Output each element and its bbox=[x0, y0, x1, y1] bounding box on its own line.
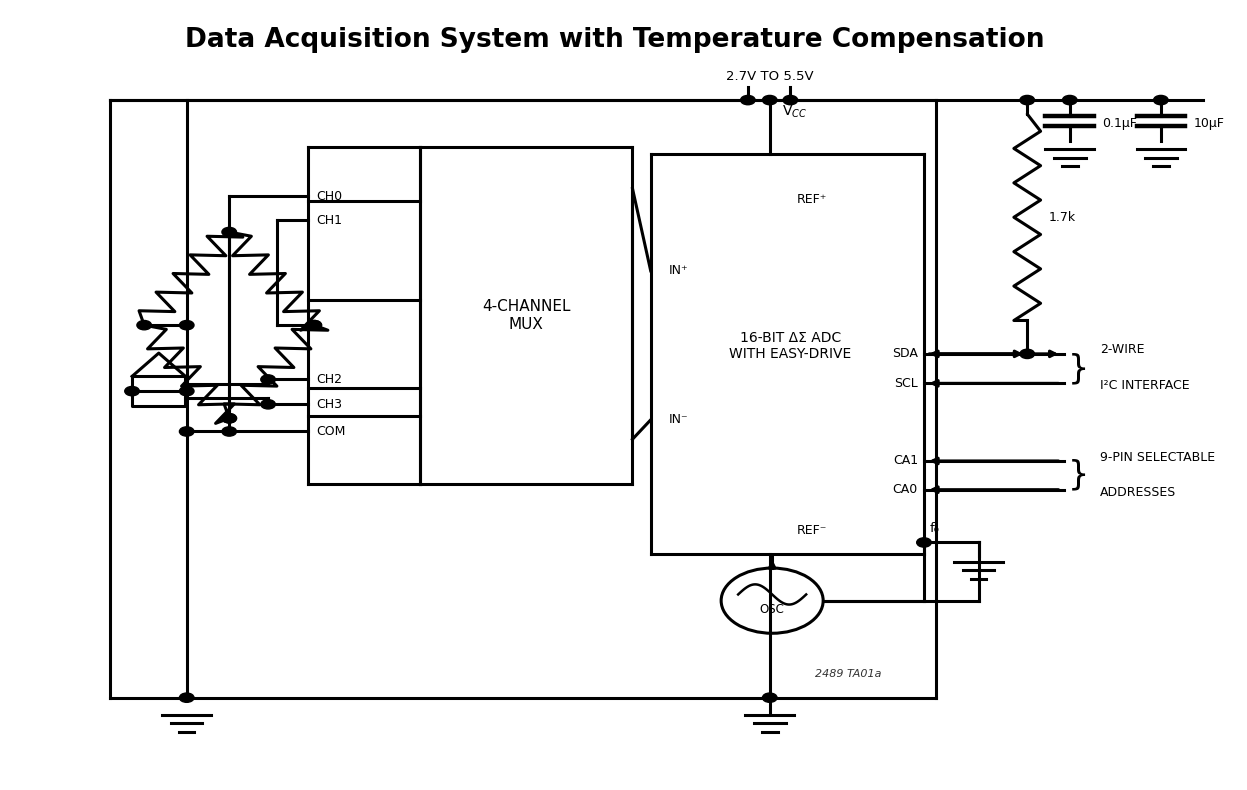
Circle shape bbox=[762, 693, 777, 702]
Text: f₀: f₀ bbox=[930, 522, 940, 535]
Circle shape bbox=[917, 538, 932, 547]
Circle shape bbox=[1153, 96, 1168, 105]
Text: SCL: SCL bbox=[894, 377, 918, 389]
Text: CH0: CH0 bbox=[317, 190, 343, 203]
Text: IN⁺: IN⁺ bbox=[668, 265, 688, 277]
Text: }: } bbox=[1067, 352, 1089, 385]
Circle shape bbox=[762, 96, 777, 105]
Text: CH2: CH2 bbox=[317, 373, 343, 386]
Text: ADDRESSES: ADDRESSES bbox=[1100, 486, 1176, 498]
Text: 0.1μF: 0.1μF bbox=[1102, 117, 1137, 130]
Text: Data Acquisition System with Temperature Compensation: Data Acquisition System with Temperature… bbox=[185, 28, 1044, 53]
Text: OSC: OSC bbox=[759, 604, 784, 616]
Circle shape bbox=[307, 321, 322, 329]
Text: SDA: SDA bbox=[892, 348, 918, 360]
Circle shape bbox=[261, 400, 276, 409]
Text: REF⁺: REF⁺ bbox=[797, 193, 827, 206]
Circle shape bbox=[261, 374, 276, 384]
Circle shape bbox=[783, 96, 798, 105]
Text: IN⁻: IN⁻ bbox=[668, 413, 688, 427]
Text: 4-CHANNEL
MUX: 4-CHANNEL MUX bbox=[481, 299, 570, 332]
Circle shape bbox=[222, 427, 237, 436]
Text: 16-BIT ΔΣ ADC
WITH EASY-DRIVE: 16-BIT ΔΣ ADC WITH EASY-DRIVE bbox=[729, 331, 852, 361]
Text: 1.7k: 1.7k bbox=[1049, 211, 1076, 224]
Circle shape bbox=[222, 228, 237, 237]
Text: I²C INTERFACE: I²C INTERFACE bbox=[1100, 379, 1190, 392]
Text: 2-WIRE: 2-WIRE bbox=[1100, 344, 1145, 356]
Text: V$_{{CC}}$: V$_{{CC}}$ bbox=[782, 103, 807, 120]
Circle shape bbox=[1062, 96, 1077, 105]
Circle shape bbox=[1020, 96, 1035, 105]
Circle shape bbox=[180, 693, 195, 702]
Circle shape bbox=[741, 96, 756, 105]
Circle shape bbox=[222, 414, 237, 423]
Text: CA1: CA1 bbox=[893, 454, 918, 468]
Circle shape bbox=[125, 386, 140, 396]
Text: CA0: CA0 bbox=[893, 483, 918, 496]
Circle shape bbox=[180, 386, 195, 396]
Text: CH3: CH3 bbox=[317, 398, 343, 411]
Text: COM: COM bbox=[317, 425, 347, 438]
Text: REF⁻: REF⁻ bbox=[797, 525, 827, 537]
Text: 10μF: 10μF bbox=[1193, 117, 1225, 130]
Text: 2489 TA01a: 2489 TA01a bbox=[814, 669, 882, 679]
Circle shape bbox=[180, 427, 195, 436]
Circle shape bbox=[180, 321, 195, 329]
Text: 2.7V TO 5.5V: 2.7V TO 5.5V bbox=[726, 70, 813, 83]
Circle shape bbox=[1020, 349, 1035, 359]
Text: CH1: CH1 bbox=[317, 214, 343, 227]
Text: }: } bbox=[1067, 459, 1089, 492]
Circle shape bbox=[222, 414, 237, 423]
Circle shape bbox=[137, 321, 151, 329]
Text: 9-PIN SELECTABLE: 9-PIN SELECTABLE bbox=[1100, 450, 1216, 464]
Circle shape bbox=[307, 321, 322, 329]
